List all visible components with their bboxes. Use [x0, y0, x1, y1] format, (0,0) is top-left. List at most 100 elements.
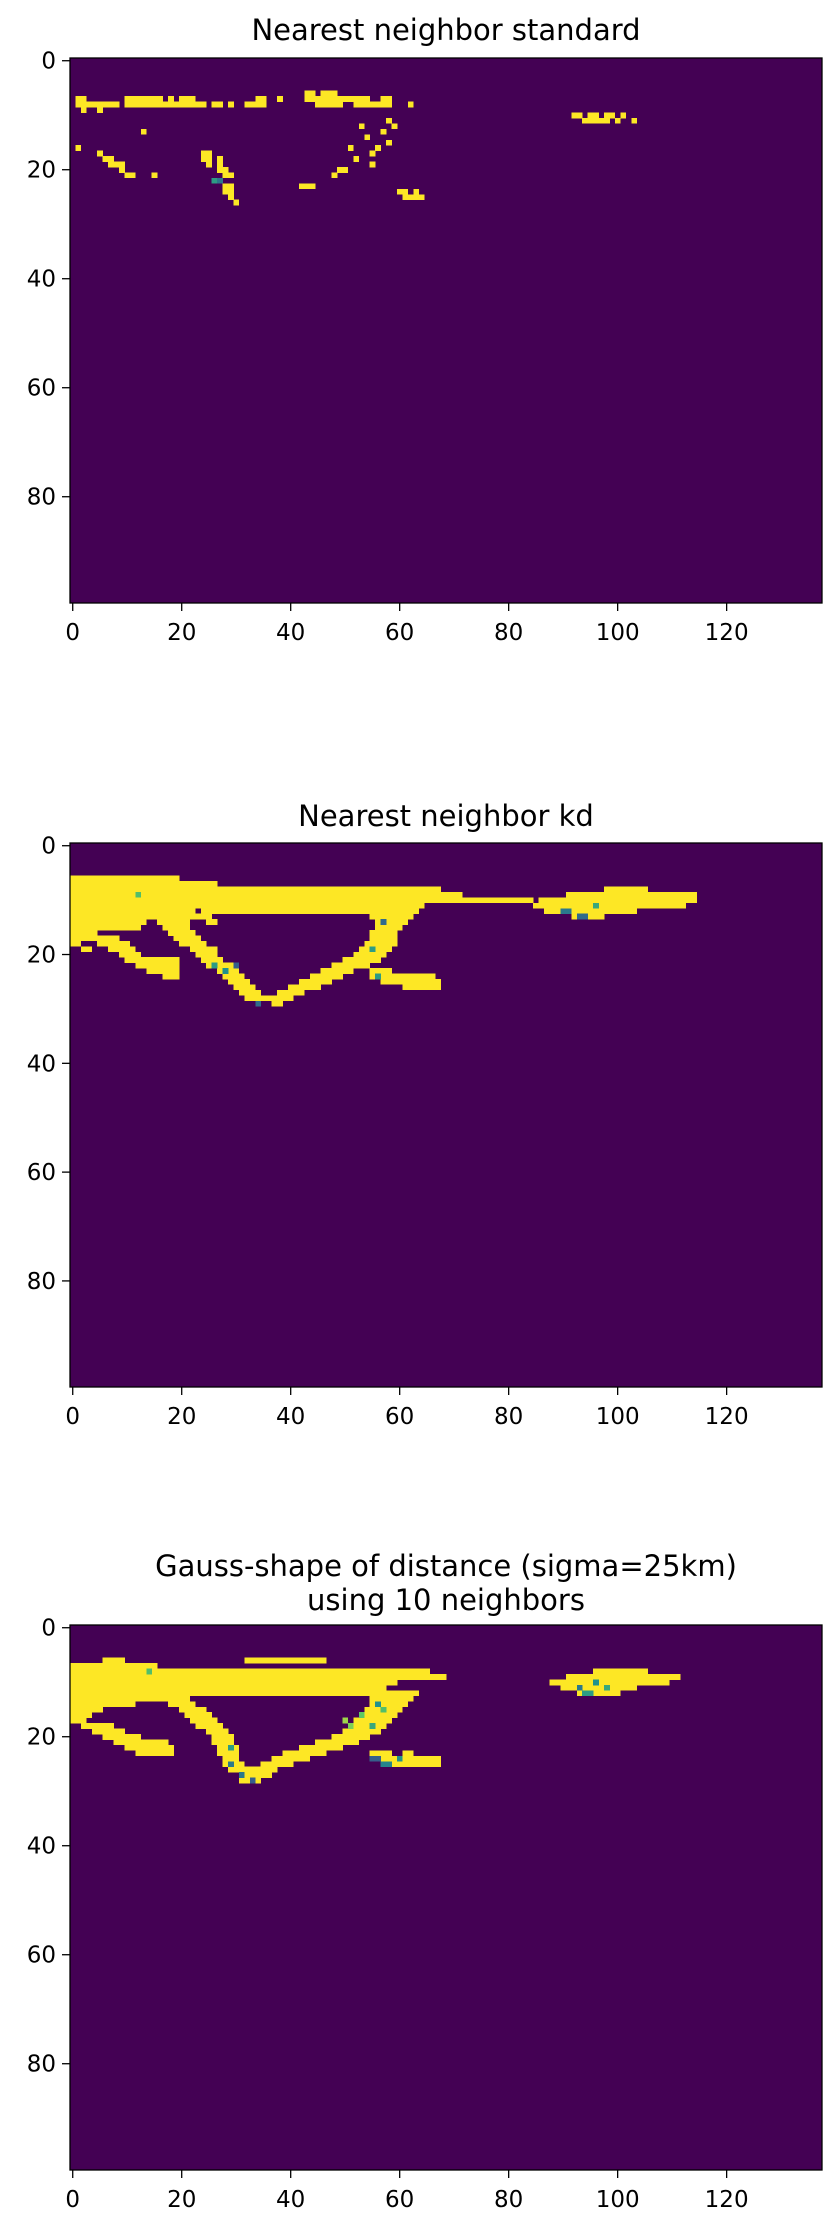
heatmap-cell	[298, 979, 332, 985]
heatmap-cell	[565, 1674, 681, 1680]
heatmap-cell	[168, 1701, 196, 1708]
heatmap-cell	[244, 1772, 272, 1778]
heatmap-cell	[178, 1706, 207, 1713]
heatmap-cell	[173, 935, 202, 942]
heatmap-cell	[195, 902, 425, 909]
chart-subtitle: using 10 neighbors	[307, 1583, 585, 1617]
heatmap-cell	[228, 194, 234, 200]
heatmap-cell	[222, 973, 245, 980]
heatmap-cell	[211, 1739, 234, 1746]
heatmap-cell	[70, 1690, 207, 1697]
y-tick-label: 80	[27, 1269, 56, 1295]
x-tick-label: 120	[705, 620, 749, 646]
heatmap-cell	[380, 128, 387, 135]
heatmap-cell	[380, 1706, 387, 1713]
x-tick-label: 40	[276, 1404, 305, 1430]
y-tick-label: 0	[41, 49, 56, 75]
heatmap-cell	[189, 1684, 387, 1691]
heatmap-cell	[217, 177, 223, 184]
heatmap-cell	[70, 902, 207, 909]
heatmap-cell	[369, 1755, 441, 1762]
x-tick-label: 20	[167, 620, 196, 646]
heatmap-cell	[277, 989, 305, 996]
heatmap-cell	[604, 1684, 610, 1691]
heatmap-cell	[353, 951, 387, 958]
heatmap-cell	[380, 96, 392, 108]
heatmap-cell	[598, 117, 610, 124]
heatmap-cell	[249, 1766, 278, 1773]
heatmap-cell	[70, 886, 441, 893]
heatmap-cell	[70, 924, 142, 931]
heatmap-cell	[108, 161, 125, 168]
heatmap-cell	[593, 902, 599, 909]
panel-2: Nearest neighbor kd 0 20 40 60 80 100 120 0 20 40 6…	[27, 799, 823, 1430]
heatmap-cell	[119, 167, 125, 173]
heatmap-cell	[582, 1690, 594, 1697]
x-tick-label: 60	[385, 1404, 414, 1430]
heatmap-cell	[233, 962, 240, 969]
heatmap-cell	[206, 962, 234, 969]
heatmap-cell	[102, 1734, 142, 1740]
heatmap-cell	[271, 1755, 311, 1762]
heatmap-cell	[70, 930, 98, 936]
heatmap-cell	[315, 1739, 360, 1746]
x-tick-label: 80	[494, 1404, 523, 1430]
heatmap-cell	[200, 957, 223, 963]
heatmap-cell	[353, 156, 360, 162]
heatmap-cell	[178, 940, 207, 947]
heatmap-cell	[124, 96, 163, 108]
y-tick-label: 20	[27, 1725, 56, 1751]
heatmap-cell	[184, 1712, 212, 1718]
heatmap-cell	[211, 177, 218, 184]
x-tick-label: 100	[596, 1404, 640, 1430]
heatmap-cell	[565, 891, 697, 898]
axes-frame	[69, 57, 823, 604]
heatmap-cell	[102, 101, 120, 108]
heatmap-cell	[347, 1723, 354, 1729]
y-tick-label: 40	[27, 1051, 56, 1077]
heatmap-cell	[80, 946, 93, 953]
y-tick-label: 0	[41, 1616, 56, 1642]
heatmap-cell	[70, 1695, 191, 1702]
heatmap-cell	[576, 1684, 583, 1691]
heatmap-cell	[396, 188, 409, 195]
heatmap-cell	[380, 919, 387, 925]
heatmap-cell	[544, 908, 638, 915]
x-tick-label: 20	[167, 1404, 196, 1430]
heatmap-cell	[369, 150, 376, 157]
heatmap-cell	[413, 188, 420, 195]
heatmap-cell	[80, 107, 87, 113]
heatmap-cell	[70, 913, 202, 920]
x-tick-label: 0	[65, 620, 80, 646]
heatmap-cell	[576, 1690, 621, 1697]
heatmap-cell	[151, 172, 158, 179]
heatmap-cell	[386, 1761, 441, 1767]
heatmap-cell	[162, 101, 174, 108]
heatmap-cell	[614, 117, 621, 124]
heatmap-cell	[217, 156, 223, 168]
heatmap-cell	[375, 973, 381, 980]
x-tick-label: 0	[65, 1404, 80, 1430]
heatmap-cell	[277, 96, 283, 102]
heatmap-cell	[369, 1723, 376, 1729]
heatmap-background	[70, 58, 822, 603]
heatmap-cell	[342, 957, 381, 963]
heatmap-cell	[206, 1728, 229, 1735]
heatmap-cell	[233, 199, 240, 206]
heatmap-cell	[195, 1723, 223, 1729]
heatmap-cell	[70, 1679, 398, 1686]
heatmap-cell	[70, 881, 218, 887]
heatmap-cell	[195, 951, 218, 958]
heatmap-cell	[576, 913, 588, 920]
heatmap-cell	[375, 1701, 381, 1708]
heatmap-cell	[369, 913, 414, 920]
heatmap-cell	[369, 968, 392, 974]
heatmap-cell	[102, 1657, 125, 1664]
heatmap-cell	[222, 968, 229, 974]
heatmap-cell	[369, 1755, 381, 1762]
x-tick-label: 60	[385, 2187, 414, 2213]
heatmap-cell	[282, 1750, 327, 1757]
heatmap-cell	[560, 908, 572, 915]
x-tick-label: 80	[494, 620, 523, 646]
heatmap-cell	[244, 995, 262, 1002]
